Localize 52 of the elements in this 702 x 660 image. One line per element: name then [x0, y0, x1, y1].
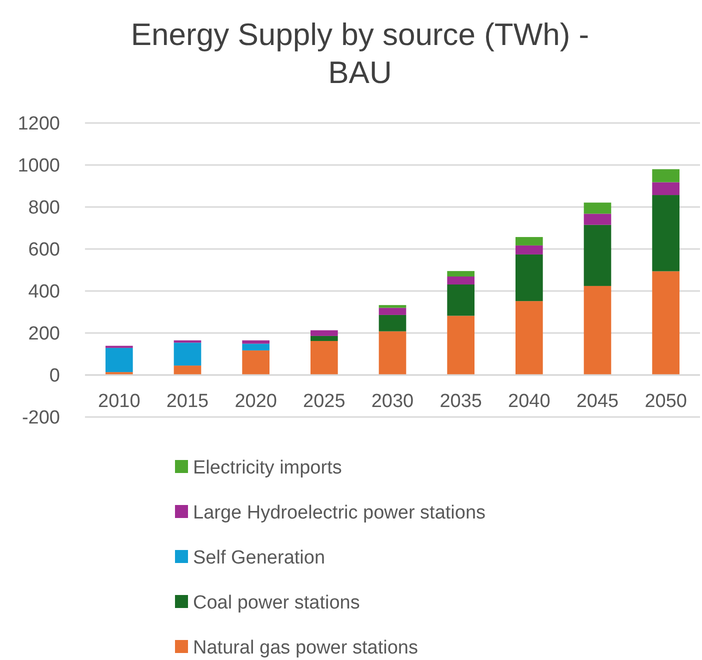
bar	[310, 330, 338, 336]
bar	[584, 214, 612, 225]
bar	[378, 305, 406, 308]
x-tick-label: 2015	[166, 391, 209, 412]
x-tick-label: 2030	[371, 391, 414, 412]
x-tick-label: 2035	[440, 391, 482, 412]
y-tick-label: 600	[28, 240, 60, 261]
legend-label: Large Hydroelectric power stations	[193, 502, 486, 524]
bar	[447, 276, 474, 284]
bar	[447, 284, 474, 316]
bar	[584, 202, 612, 214]
bar	[584, 286, 612, 375]
bar	[106, 348, 133, 372]
x-tick-label: 2040	[508, 391, 550, 412]
bar	[242, 344, 270, 350]
y-tick-label: 1200	[18, 114, 60, 135]
bar	[447, 271, 474, 277]
bar	[242, 340, 270, 344]
bar	[242, 350, 270, 375]
legend-label: Self Generation	[193, 548, 326, 569]
bar	[310, 336, 338, 341]
legend-label: Natural gas power stations	[193, 638, 418, 659]
bar	[174, 366, 202, 375]
y-tick-label: 800	[28, 198, 60, 219]
x-tick-label: 2010	[98, 391, 140, 412]
bar	[652, 169, 680, 182]
bar	[652, 182, 680, 196]
bar	[516, 245, 543, 254]
legend-label: Electricity imports	[193, 458, 342, 479]
x-tick-label: 2020	[234, 391, 277, 412]
bar	[584, 224, 612, 286]
bar	[378, 308, 406, 315]
y-tick-label: -200	[22, 408, 60, 429]
legend-label: Coal power stations	[193, 592, 360, 614]
bar	[310, 340, 338, 375]
bar	[378, 331, 406, 375]
x-tick-label: 2045	[576, 391, 619, 412]
bar	[174, 342, 202, 366]
bar	[516, 254, 543, 302]
bar	[447, 316, 474, 375]
x-tick-label: 2050	[644, 391, 687, 412]
chart-title: Energy Supply by source (TWh) - BAU	[130, 17, 590, 90]
bar	[652, 195, 680, 272]
bar	[378, 314, 406, 332]
y-tick-label: 1000	[18, 156, 60, 177]
y-tick-label: 0	[49, 366, 60, 387]
y-tick-label: 400	[28, 282, 60, 303]
bar	[652, 271, 680, 375]
y-tick-label: 200	[28, 324, 60, 345]
x-tick-label: 2025	[303, 391, 346, 412]
bar	[516, 301, 543, 375]
bar	[516, 237, 543, 246]
